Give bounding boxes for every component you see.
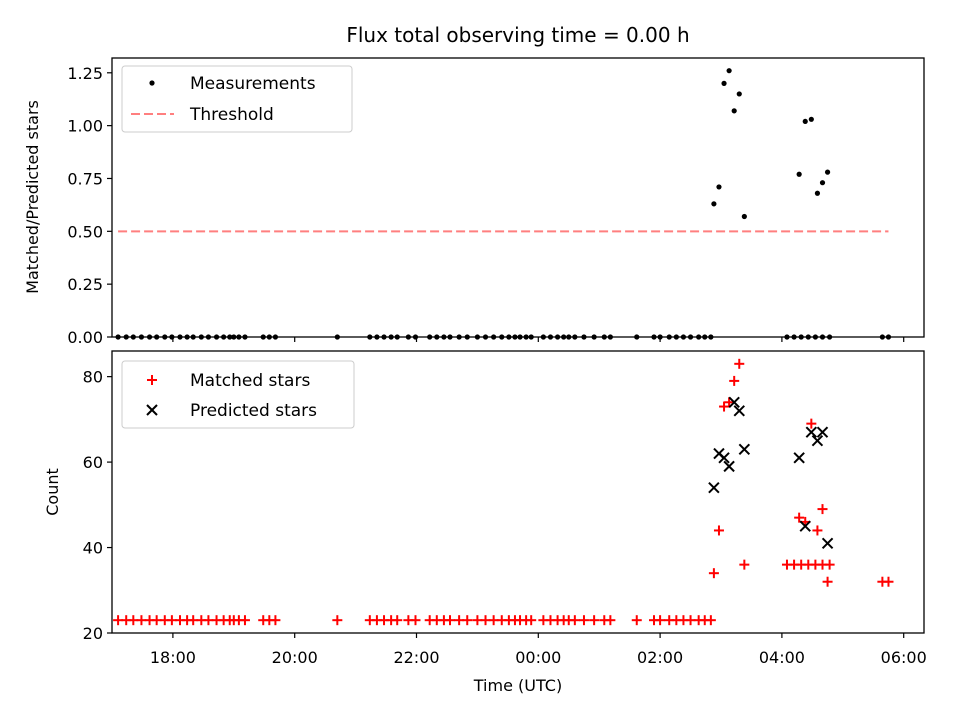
- matched-star-point: [332, 615, 343, 626]
- matched-star-point: [569, 615, 580, 626]
- chart-title: Flux total observing time = 0.00 h: [346, 23, 689, 47]
- measurement-point: [736, 91, 742, 97]
- legend-predicted-label: Predicted stars: [190, 401, 317, 421]
- predicted-star-point: [733, 405, 745, 417]
- matched-star-point: [526, 615, 537, 626]
- measurement-point: [814, 190, 821, 196]
- predicted-star-point: [805, 426, 818, 438]
- matched-star-point: [462, 615, 473, 626]
- matched-star-point: [589, 615, 600, 626]
- bottom-panel: 20 40 60 80 18:00 20:00 22:00 00:00 02:00 04:00 0…: [43, 350, 927, 695]
- matched-star-point: [724, 397, 735, 408]
- x-axis-label: Time (UTC): [473, 676, 562, 695]
- matched-star-point: [713, 525, 724, 536]
- measurement-point: [819, 180, 826, 186]
- matched-star-point: [883, 576, 894, 587]
- legend-measurements-label: Measurements: [190, 74, 316, 94]
- measurement-point: [796, 171, 802, 177]
- x-tick-label: 04:00: [759, 648, 805, 667]
- legend-matched-marker: [147, 375, 157, 385]
- bottom-plot-frame: [111, 350, 925, 634]
- legend-predicted-marker: [146, 404, 158, 416]
- top-panel: 0.00 0.25 0.50 0.75 1.00 1.25 Matched/Predict…: [23, 57, 925, 347]
- measurement-point: [808, 116, 814, 122]
- predicted-star-point: [799, 520, 811, 532]
- measurement-point: [726, 68, 732, 74]
- x-tick-label: 06:00: [881, 648, 927, 667]
- matched-star-point: [578, 615, 589, 626]
- matched-star-point: [705, 615, 716, 626]
- predicted-star-point: [708, 482, 720, 494]
- predicted-star-point: [793, 452, 805, 464]
- matched-star-point: [729, 375, 740, 386]
- matched-star-point: [655, 615, 666, 626]
- matched-star-point: [739, 559, 750, 570]
- y-tick-label: 1.00: [67, 117, 103, 136]
- matched-star-point: [444, 615, 455, 626]
- matched-star-point: [719, 401, 730, 412]
- matched-star-point: [270, 615, 281, 626]
- legend-matched-label: Matched stars: [190, 371, 310, 391]
- x-tick-label: 00:00: [515, 648, 561, 667]
- x-tick-label: 02:00: [637, 648, 683, 667]
- matched-star-point: [239, 615, 250, 626]
- y-tick-label: 60: [83, 453, 103, 472]
- matched-star-point: [708, 568, 719, 579]
- bottom-legend: Matched stars Predicted stars: [121, 360, 355, 429]
- matched-star-point: [605, 615, 616, 626]
- matched-star-point: [817, 504, 828, 515]
- top-y-axis-label: Matched/Predicted stars: [23, 100, 42, 294]
- y-tick-label: 0.50: [67, 222, 103, 241]
- y-tick-label: 0.00: [67, 328, 103, 347]
- bottom-y-ticks: 20 40 60 80: [83, 368, 112, 643]
- matched-star-point: [631, 615, 642, 626]
- x-tick-label: 18:00: [150, 648, 196, 667]
- x-tick-label: 20:00: [272, 648, 318, 667]
- x-tick-label: 22:00: [393, 648, 439, 667]
- measurement-point: [711, 201, 717, 207]
- y-tick-label: 0.25: [67, 275, 103, 294]
- bottom-y-axis-label: Count: [43, 468, 62, 516]
- top-legend-box: [121, 65, 353, 133]
- matched-star-point: [734, 358, 745, 369]
- measurement-point: [716, 184, 722, 190]
- predicted-star-point: [718, 452, 730, 464]
- y-tick-label: 40: [83, 539, 103, 558]
- matched-stars-series: [113, 358, 894, 626]
- matched-star-point: [812, 525, 823, 536]
- legend-threshold-label: Threshold: [189, 105, 274, 125]
- top-y-ticks: 0.00 0.25 0.50 0.75 1.00 1.25: [67, 64, 112, 347]
- measurement-point: [802, 118, 808, 125]
- matched-star-point: [822, 576, 833, 587]
- predicted-star-point: [821, 537, 834, 549]
- measurement-point: [741, 213, 747, 220]
- predicted-star-point: [723, 460, 735, 473]
- matched-star-point: [410, 615, 421, 626]
- top-x-ticks: [172, 337, 905, 342]
- top-plot-frame: [111, 57, 925, 338]
- y-tick-label: 80: [83, 368, 103, 387]
- y-tick-label: 0.75: [67, 169, 103, 188]
- predicted-star-point: [738, 443, 751, 455]
- matched-star-point: [806, 418, 817, 429]
- matched-star-point: [392, 615, 403, 626]
- measurement-point: [731, 108, 737, 114]
- predicted-star-point: [728, 396, 740, 408]
- measurement-point: [824, 169, 831, 175]
- bottom-legend-box: [121, 360, 355, 429]
- predicted-star-point: [811, 435, 824, 447]
- predicted-stars-series: [708, 396, 834, 549]
- y-tick-label: 20: [83, 624, 103, 643]
- measurements-series: [115, 68, 892, 340]
- matched-star-point: [824, 559, 835, 570]
- measurement-point: [721, 80, 727, 86]
- y-tick-label: 1.25: [67, 64, 103, 83]
- top-legend: Measurements Threshold: [121, 65, 353, 133]
- bottom-x-ticks: 18:00 20:00 22:00 00:00 02:00 04:00 06:00: [150, 633, 927, 667]
- matched-star-point: [794, 512, 805, 523]
- predicted-star-point: [816, 426, 829, 438]
- legend-measurements-marker: [149, 80, 155, 86]
